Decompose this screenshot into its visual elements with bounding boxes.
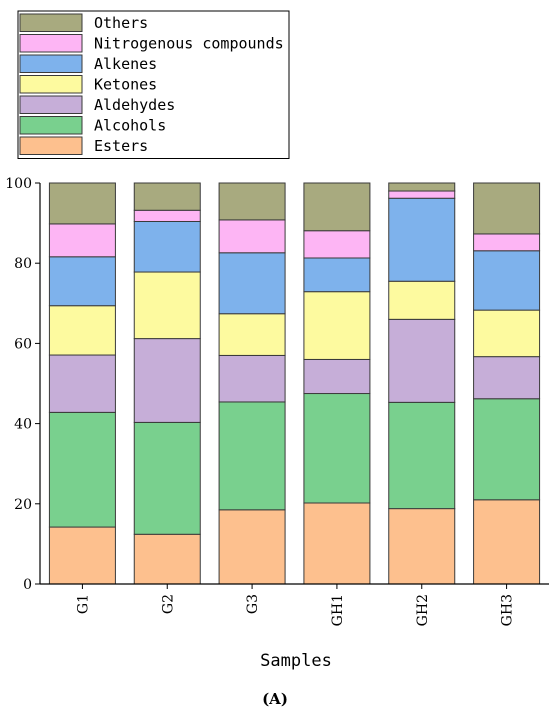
bar-segment-g2-ketones (133, 271, 201, 340)
bar-segment-gh2-alkenes (388, 197, 456, 282)
bar-segment-g2-others (133, 182, 201, 211)
legend-swatch-ketones (19, 75, 83, 94)
plot-area (48, 182, 541, 585)
bar-segment-gh1-esters (303, 502, 371, 585)
bar-segment-g1-alkenes (48, 256, 116, 307)
bar-segment-g1-ketones (48, 305, 116, 356)
bar-segment-gh2-ketones (388, 280, 456, 320)
x-tick-label: GH3 (500, 594, 516, 626)
panel-label: (A) (262, 690, 288, 708)
legend-label-alcohols: Alcohols (94, 117, 166, 135)
bar-segment-g1-aldehydes (48, 354, 116, 413)
bar-segment-g1-others (48, 182, 116, 225)
y-tick-label: 80 (14, 256, 32, 272)
bar-segment-g1-alcohols (48, 411, 116, 528)
y-tick-label: 40 (14, 417, 32, 433)
legend-swatch-esters (19, 136, 83, 155)
legend-swatch-alkenes (19, 54, 83, 73)
bar-segment-gh1-aldehydes (303, 358, 371, 395)
bar-segment-g3-ketones (218, 313, 286, 356)
bar-segment-gh3-nitrogenous-compounds (473, 233, 541, 252)
x-tick-label: G2 (160, 594, 176, 614)
legend-label-esters: Esters (94, 137, 148, 155)
bar-segment-gh2-aldehydes (388, 318, 456, 403)
bar-segment-g3-aldehydes (218, 354, 286, 403)
bar-segment-gh1-alkenes (303, 257, 371, 293)
legend-swatch-alcohols (19, 116, 83, 135)
legend-label-aldehydes: Aldehydes (94, 96, 175, 114)
bar-segment-gh3-esters (473, 499, 541, 585)
x-tick-label: GH1 (330, 594, 346, 626)
y-tick-label: 20 (14, 497, 32, 513)
legend-label-alkenes: Alkenes (94, 55, 157, 73)
bar-segment-gh3-alkenes (473, 250, 541, 311)
bar-segment-gh1-others (303, 182, 371, 232)
bar-segment-g1-nitrogenous-compounds (48, 223, 116, 258)
bar-segment-gh3-ketones (473, 309, 541, 358)
bar-segment-g2-alkenes (133, 220, 201, 273)
bar-segment-g2-aldehydes (133, 338, 201, 423)
x-tick-label: G3 (245, 594, 261, 614)
y-tick-label: 60 (14, 336, 32, 352)
bar-segment-g3-others (218, 182, 286, 221)
bar-segment-gh1-alcohols (303, 393, 371, 504)
legend: Others Nitrogenous compounds Alkenes Ketone… (17, 10, 290, 159)
bar-segment-gh1-ketones (303, 291, 371, 360)
legend-swatch-others (19, 13, 83, 32)
bar-segment-gh3-alcohols (473, 398, 541, 501)
bar-segment-g3-nitrogenous-compounds (218, 219, 286, 254)
legend-label-ketones: Ketones (94, 76, 157, 94)
y-tick-label: 0 (23, 577, 32, 593)
legend-swatch-aldehydes (19, 95, 83, 114)
x-axis: G1 G2 G3 GH1 GH2 GH3 (40, 583, 549, 626)
bar-segment-gh2-alcohols (388, 401, 456, 510)
x-tick-label: G1 (75, 594, 91, 614)
bar-segment-g1-esters (48, 526, 116, 585)
y-axis: 0 20 40 60 80 100 (5, 176, 41, 593)
legend-label-others: Others (94, 14, 148, 32)
bar-segment-g2-esters (133, 533, 201, 585)
y-tick-label: 100 (5, 176, 32, 192)
bar-segment-gh3-aldehydes (473, 356, 541, 400)
bar-segment-gh2-esters (388, 508, 456, 585)
bar-segment-g3-alkenes (218, 252, 286, 315)
bar-segment-gh2-others (388, 182, 456, 192)
bar-segment-gh3-others (473, 182, 541, 235)
legend-label-nitrogenous-compounds: Nitrogenous compounds (94, 35, 284, 53)
bar-segment-g3-alcohols (218, 401, 286, 511)
bar-segment-g2-alcohols (133, 421, 201, 535)
x-axis-title: Samples (260, 651, 332, 671)
bar-segment-gh2-nitrogenous-compounds (388, 190, 456, 199)
legend-swatch-nitrogenous-compounds (19, 34, 83, 53)
x-tick-label: GH2 (415, 594, 431, 626)
bar-segment-gh1-nitrogenous-compounds (303, 230, 371, 259)
bar-segment-g2-nitrogenous-compounds (133, 209, 201, 222)
bar-segment-g3-esters (218, 509, 286, 585)
